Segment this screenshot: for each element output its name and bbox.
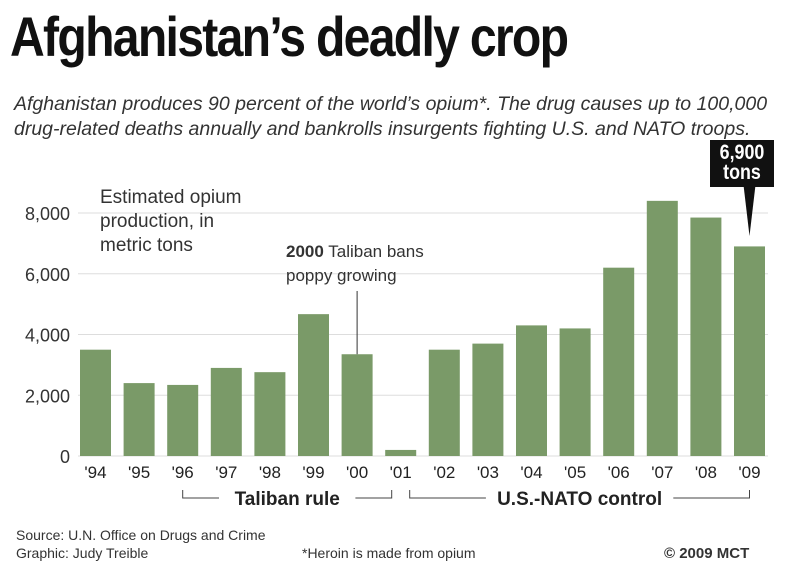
x-tick-label: '04 — [520, 463, 542, 482]
bar-99 — [298, 314, 329, 456]
bar-09 — [734, 246, 765, 456]
y-axis-label: Estimated opium production, in metric to… — [100, 187, 242, 256]
chart-subtitle: Afghanistan produces 90 percent of the w… — [14, 93, 768, 140]
callout-2009: 6,900 tons — [710, 140, 774, 187]
ban-text-2: poppy growing — [286, 266, 397, 285]
callout-unit: tons — [723, 161, 761, 184]
y-tick-label: 8,000 — [25, 204, 70, 224]
period-label: U.S.-NATO control — [497, 489, 662, 510]
bar-96 — [167, 384, 199, 456]
callout-pointer — [743, 185, 756, 236]
bar-94 — [80, 349, 111, 456]
x-tick-label: '05 — [564, 463, 586, 482]
y-tick-label: 6,000 — [25, 265, 70, 285]
bar-00 — [341, 354, 373, 456]
y-tick-label: 4,000 — [25, 326, 70, 346]
bar-98 — [254, 372, 286, 456]
graphic-credit: Graphic: Judy Treible — [16, 545, 149, 561]
bar-03 — [472, 343, 504, 456]
bar-01 — [385, 449, 417, 456]
x-tick-label: '06 — [608, 463, 630, 482]
source-text: Source: U.N. Office on Drugs and Crime — [16, 527, 266, 543]
chart-title: Afghanistan’s deadly crop — [10, 5, 569, 68]
y-tick-label: 2,000 — [25, 386, 70, 406]
bar-97 — [210, 367, 242, 456]
bar-95 — [123, 383, 155, 456]
bar-08 — [690, 217, 722, 456]
copyright: © 2009 MCT — [664, 545, 750, 562]
ban-year: 2000 — [286, 242, 324, 261]
period-bracket — [182, 490, 393, 499]
x-tick-label: '07 — [651, 463, 673, 482]
x-tick-label: '97 — [215, 463, 237, 482]
footnote: *Heroin is made from opium — [302, 545, 476, 561]
x-tick-label: '94 — [84, 463, 106, 482]
x-tick-label: '02 — [433, 463, 455, 482]
callout-value: 6,900 — [719, 141, 765, 164]
x-tick-label: '08 — [695, 463, 717, 482]
x-tick-label: '96 — [172, 463, 194, 482]
y-tick-label: 0 — [60, 447, 70, 467]
x-tick-label: '95 — [128, 463, 150, 482]
bar-07 — [646, 200, 678, 456]
x-tick-label: '99 — [302, 463, 324, 482]
x-tick-label: '09 — [738, 463, 760, 482]
bar-04 — [516, 325, 547, 456]
x-tick-label: '00 — [346, 463, 368, 482]
ban-text: Taliban bans — [328, 242, 424, 261]
bar-05 — [559, 328, 591, 456]
ban-annotation: 2000 Taliban bans poppy growing — [286, 240, 424, 288]
x-tick-label: '01 — [390, 463, 412, 482]
bar-02 — [428, 349, 460, 456]
period-bracket — [409, 490, 750, 499]
period-label: Taliban rule — [235, 489, 340, 510]
x-tick-label: '98 — [259, 463, 281, 482]
bar-06 — [603, 267, 635, 456]
x-tick-label: '03 — [477, 463, 499, 482]
